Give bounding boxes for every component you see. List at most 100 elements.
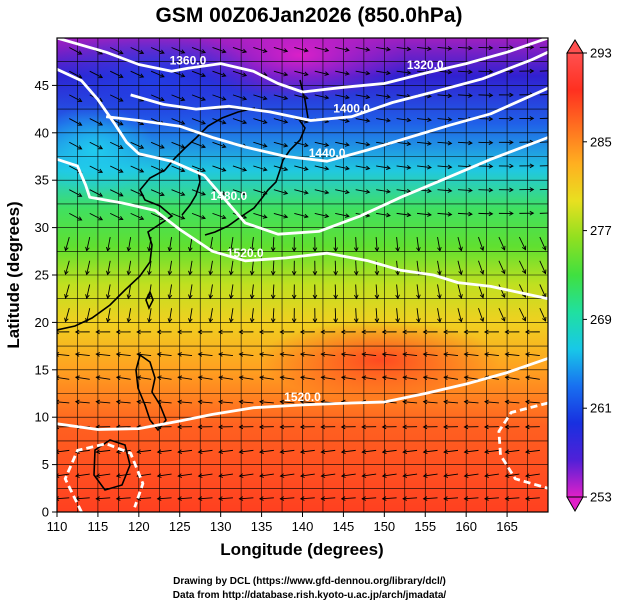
streamline [464, 353, 479, 357]
streamline-arrowhead [139, 168, 145, 173]
streamline [150, 189, 165, 196]
streamline-arrowhead [509, 92, 514, 98]
streamline-arrowhead [118, 50, 124, 55]
streamline-arrowhead [299, 329, 305, 335]
streamline [396, 237, 399, 252]
streamline-arrowhead [437, 294, 442, 300]
streamline [355, 308, 357, 323]
streamline [232, 165, 247, 171]
streamline-arrowhead [221, 167, 227, 172]
streamline-arrowhead [386, 212, 391, 218]
streamline [484, 449, 499, 453]
streamline [191, 47, 206, 53]
streamline-arrowhead [324, 213, 330, 219]
streamline [335, 141, 350, 146]
streamline [334, 237, 337, 252]
streamline-arrowhead [324, 71, 330, 76]
streamline-arrowhead [427, 117, 432, 123]
streamline-arrowhead [483, 329, 489, 335]
streamline-arrowhead [340, 375, 346, 380]
streamline [253, 118, 267, 124]
plot-area: 1320.0 1360.0 1400.0 1440.0 1480.0 1520.0 1520… [57, 38, 548, 512]
colorbar-labels: 293 285 277 269 261 253 [583, 46, 612, 505]
streamline-arrowhead [509, 211, 514, 216]
streamline [168, 284, 173, 299]
streamline [116, 473, 131, 477]
streamline-arrowhead [501, 316, 506, 322]
colorbar-label: 277 [590, 223, 612, 238]
streamline-arrowhead [488, 92, 494, 98]
streamline [444, 353, 459, 357]
streamline-arrowhead [283, 190, 289, 195]
streamline [107, 236, 111, 251]
streamline-arrowhead [167, 318, 173, 323]
streamline-arrowhead [463, 424, 469, 430]
streamline-arrowhead [381, 496, 387, 501]
streamline [518, 236, 526, 250]
streamline [230, 237, 234, 251]
streamline-arrowhead [443, 329, 448, 335]
streamline [191, 70, 206, 77]
streamline-arrowhead [259, 375, 264, 380]
streamline-arrowhead [64, 246, 69, 252]
streamline-arrowhead [386, 70, 391, 76]
streamline [505, 401, 520, 404]
streamline-arrowhead [504, 352, 510, 357]
streamline [525, 449, 540, 453]
streamline [130, 189, 144, 196]
streamline-arrowhead [105, 318, 111, 323]
streamline-arrowhead [139, 49, 145, 55]
streamline [396, 260, 399, 275]
streamline [539, 188, 548, 191]
streamline [191, 189, 206, 196]
streamline [464, 376, 479, 380]
streamline [89, 70, 103, 78]
streamline [505, 353, 520, 357]
credit-data-source: Data from http://database.rish.kyoto-u.a… [172, 590, 447, 601]
streamline [362, 449, 377, 453]
streamline-arrowhead [201, 96, 206, 101]
streamline-arrowhead [180, 96, 186, 102]
streamline-arrowhead [504, 449, 510, 454]
streamline [109, 165, 123, 173]
streamline-arrowhead [201, 167, 206, 172]
streamline [539, 117, 548, 120]
map-title: GSM 00Z06Jan2026 (850.0hPa) [155, 4, 462, 27]
streamline-arrowhead [115, 352, 121, 357]
streamline [148, 260, 152, 275]
streamline-arrowhead [406, 141, 412, 147]
streamline [259, 376, 274, 380]
streamline-arrowhead [479, 269, 485, 275]
streamline-arrowhead [74, 329, 80, 335]
streamline [403, 401, 418, 404]
streamline [157, 497, 172, 500]
streamline-arrowhead [303, 47, 309, 53]
streamline [525, 497, 540, 500]
streamline-arrowhead [422, 399, 428, 405]
streamline-arrowhead [427, 46, 432, 51]
streamline [65, 260, 70, 275]
streamline-arrowhead [406, 212, 412, 218]
streamline-arrowhead [126, 270, 132, 276]
streamline-arrowhead [85, 294, 90, 300]
streamline [376, 118, 391, 122]
streamline-arrowhead [524, 496, 530, 501]
streamline-arrowhead [159, 191, 165, 197]
y-tick-label: 20 [35, 315, 49, 330]
streamline-arrowhead [258, 496, 264, 501]
streamline-arrowhead [340, 496, 346, 501]
streamline-arrowhead [115, 329, 121, 335]
streamline [232, 47, 247, 53]
streamline-arrowhead [177, 399, 182, 405]
streamline [280, 401, 295, 404]
streamline [232, 94, 247, 100]
streamline [396, 284, 399, 299]
streamline-arrowhead [279, 352, 285, 357]
y-tick-label: 40 [35, 125, 49, 140]
streamline [273, 189, 288, 194]
streamline-arrowhead [463, 329, 469, 335]
streamline [505, 376, 520, 380]
streamline-arrowhead [279, 473, 285, 478]
streamline [314, 212, 329, 218]
contour-line [57, 157, 548, 301]
